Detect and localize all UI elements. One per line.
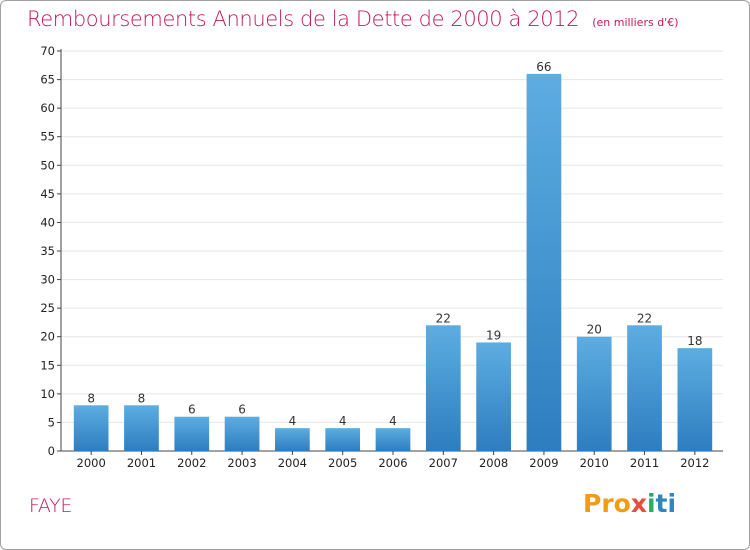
x-tick-label: 2012 [680, 456, 709, 470]
data-label: 8 [138, 391, 146, 405]
bar [576, 336, 612, 451]
y-tick-label: 20 [40, 330, 55, 344]
y-tick-label: 35 [40, 244, 55, 258]
y-tick-label: 60 [40, 101, 55, 115]
logo-part-2: x [630, 489, 647, 518]
logo-part-1: Pro [583, 489, 631, 518]
data-label: 8 [87, 391, 95, 405]
x-tick-label: 2007 [429, 456, 458, 470]
x-tick-label: 2005 [328, 456, 357, 470]
y-tick-label: 5 [48, 415, 55, 429]
y-tick-label: 15 [40, 358, 55, 372]
data-label: 4 [289, 414, 297, 428]
y-tick-label: 0 [48, 444, 55, 458]
commune-name: FAYE [29, 495, 73, 517]
x-tick-label: 2010 [580, 456, 609, 470]
bar [627, 325, 662, 451]
y-tick-label: 50 [40, 158, 55, 172]
data-label: 6 [238, 403, 246, 417]
y-tick-label: 30 [40, 273, 55, 287]
chart-title: Remboursements Annuels de la Dette de 20… [27, 7, 580, 31]
bar [224, 416, 260, 451]
proxiti-logo: Proxiti [583, 489, 676, 518]
y-tick-label: 10 [40, 387, 55, 401]
data-label: 66 [536, 60, 551, 74]
data-label: 4 [389, 414, 397, 428]
x-tick-label: 2003 [227, 456, 256, 470]
y-tick-label: 70 [40, 44, 55, 58]
title-row: Remboursements Annuels de la Dette de 20… [27, 7, 678, 31]
x-tick-label: 2001 [127, 456, 156, 470]
chart-subtitle: (en milliers d'€) [592, 16, 679, 29]
logo-part-3: i [646, 489, 656, 518]
y-tick-label: 65 [40, 73, 55, 87]
y-tick-label: 40 [40, 215, 55, 229]
y-tick-label: 25 [40, 301, 55, 315]
x-tick-label: 2006 [378, 456, 407, 470]
bar [275, 428, 310, 451]
x-tick-label: 2011 [630, 456, 659, 470]
data-label: 20 [587, 323, 602, 337]
bar [375, 428, 411, 451]
data-label: 19 [486, 328, 501, 342]
bar [73, 405, 109, 451]
y-tick-label: 55 [40, 130, 55, 144]
data-label: 4 [339, 414, 347, 428]
x-tick-label: 2002 [177, 456, 206, 470]
y-tick-label: 45 [40, 187, 55, 201]
data-label: 6 [188, 403, 196, 417]
bar [174, 416, 210, 451]
x-tick-label: 2009 [529, 456, 558, 470]
bar [124, 405, 159, 451]
bar [677, 348, 713, 451]
data-label: 18 [687, 334, 702, 348]
x-tick-label: 2000 [77, 456, 106, 470]
data-label: 22 [637, 311, 652, 325]
bar [476, 342, 511, 451]
logo-part-4: ti [655, 489, 677, 518]
x-tick-label: 2004 [278, 456, 307, 470]
bar [325, 428, 361, 451]
data-label: 22 [436, 311, 451, 325]
bar [425, 325, 461, 451]
bar [526, 73, 562, 451]
x-tick-label: 2008 [479, 456, 508, 470]
